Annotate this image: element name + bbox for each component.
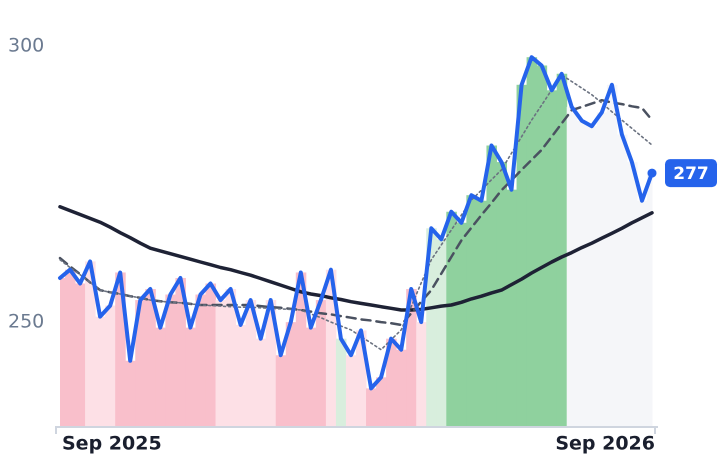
price-area-column (65, 269, 76, 427)
price-area-column (60, 277, 66, 427)
series-line (58, 205, 654, 312)
price-area-column (616, 134, 628, 427)
price-area-column (215, 300, 227, 427)
price-area-column (516, 84, 528, 427)
price-area-column (85, 261, 96, 427)
price-area-column (546, 90, 558, 427)
price-area-column (416, 322, 427, 427)
price-area-column (135, 300, 146, 427)
x-tick-label: Sep 2025 (62, 433, 162, 455)
price-area-column (335, 338, 347, 427)
series-line (58, 55, 654, 391)
price-area-column (115, 272, 126, 427)
price-area-column (446, 211, 457, 427)
price-area-column (426, 228, 437, 427)
price-area-column (636, 200, 648, 427)
price-area-column (586, 126, 598, 428)
price-area-column (315, 300, 327, 427)
price-area-column (486, 145, 497, 427)
price-area-column (456, 222, 467, 427)
price-area-column (265, 300, 277, 427)
price-area-column (556, 73, 568, 428)
last-point (647, 168, 657, 178)
price-area-column (75, 283, 86, 427)
price-area-column (366, 388, 377, 427)
price-area-column (175, 277, 186, 427)
price-area-column (155, 327, 166, 427)
fill-layer (60, 57, 653, 428)
last-value-label: 277 (673, 164, 709, 184)
price-area-column (245, 300, 257, 427)
price-area-column (506, 189, 518, 427)
price-area-column (125, 360, 136, 427)
price-area-column (566, 106, 578, 428)
price-area-column (165, 294, 176, 427)
price-area-column (386, 338, 397, 427)
price-area-column (626, 162, 638, 427)
price-area-column (496, 162, 508, 427)
price-area-column (356, 330, 367, 427)
price-area-column (576, 120, 588, 428)
price-area-column (526, 57, 538, 428)
price-area-column (596, 112, 608, 427)
price-area-column (466, 195, 477, 427)
price-area-column (536, 65, 548, 427)
price-area-column (406, 289, 417, 427)
price-area-column (476, 200, 487, 427)
price-area-column (325, 269, 337, 427)
price-area-column (255, 338, 267, 427)
price-area-column (646, 173, 653, 427)
price-area-column (305, 327, 317, 427)
price-area-column (345, 355, 357, 427)
price-area-column (275, 355, 287, 427)
price-area-column (295, 272, 307, 427)
price-area-column (285, 322, 297, 427)
price-area-column (95, 316, 106, 427)
price-area-column (225, 289, 237, 427)
x-tick-label: Sep 2026 (555, 433, 655, 455)
price-area-column (185, 327, 196, 427)
price-area-column (205, 283, 217, 427)
price-area-column (396, 349, 407, 427)
y-tick-label: 300 (8, 35, 44, 57)
price-area-column (606, 84, 618, 427)
y-tick-label: 250 (8, 311, 44, 333)
line-layer (58, 55, 654, 391)
price-area-column (105, 305, 116, 427)
price-area-column (436, 239, 447, 427)
price-area-column (145, 289, 156, 427)
price-area-column (376, 377, 387, 427)
price-area-column (235, 324, 247, 427)
series-line (59, 74, 653, 351)
price-area-column (195, 294, 206, 427)
last-value-badge (665, 159, 717, 188)
